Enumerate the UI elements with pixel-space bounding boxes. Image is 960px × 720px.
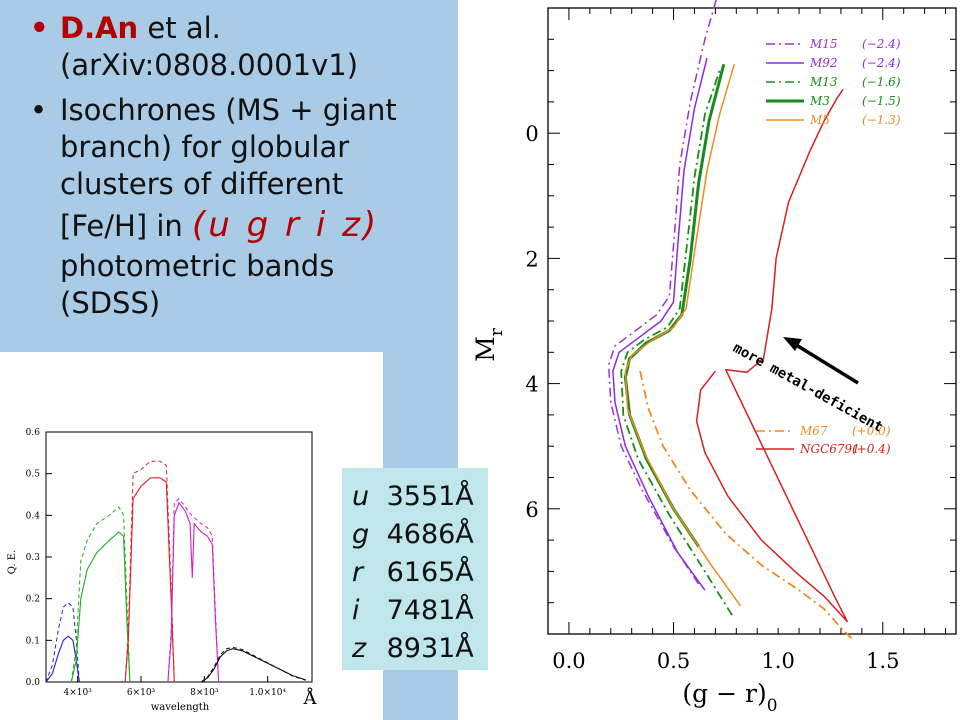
bullet-list: • D.An et al. (arXiv:0808.0001v1) • Isoc… xyxy=(30,10,450,330)
legend-value: (−2.4) xyxy=(862,37,901,51)
band-letter: u xyxy=(352,481,370,512)
bullet-glyph: • xyxy=(30,11,49,45)
inset-y-tick-label: 0.2 xyxy=(26,595,40,605)
y-tick-label: 6 xyxy=(525,498,538,522)
filter-curve-z xyxy=(200,648,306,683)
filter-curve-r xyxy=(124,477,175,683)
y-tick-labels: 0 2 4 6 xyxy=(525,122,538,522)
isochrone-series xyxy=(607,0,855,641)
band-wavelength: 7481Å xyxy=(386,595,474,626)
x-tick-label: 0.0 xyxy=(552,649,585,673)
filter-curve-dashed-g xyxy=(70,506,131,683)
series-line-ngc6791 xyxy=(695,88,848,623)
band-letter: z xyxy=(352,633,367,664)
band-letter: r xyxy=(352,557,364,588)
y-tick-label: 2 xyxy=(525,247,538,271)
metallicity-arrow xyxy=(783,337,859,385)
legend-value: (−2.4) xyxy=(862,56,901,70)
legend-name: M67 xyxy=(799,424,828,438)
band-wavelength: 6165Å xyxy=(386,557,474,588)
legend-value: (−1.6) xyxy=(862,75,901,89)
bullet-item-author: • D.An et al. (arXiv:0808.0001v1) xyxy=(30,10,450,84)
inset-x-axis-label: wavelength xyxy=(151,702,210,713)
bullet-line: photometric bands xyxy=(60,249,335,283)
series-line-m13 xyxy=(620,70,733,616)
angstrom-label: Å xyxy=(303,687,318,709)
band-row-g: g 4686Å xyxy=(352,516,488,554)
author-name: D.An xyxy=(60,11,139,45)
legend-name: M92 xyxy=(809,56,838,70)
bullet-line: D.An et al. xyxy=(60,10,450,47)
legend-value: (−1.5) xyxy=(862,94,901,108)
inset-x-tick-label: 4×10³ xyxy=(64,688,93,698)
band-row-r: r 6165Å xyxy=(352,554,488,592)
bullet-line: branch) for globular xyxy=(60,130,350,164)
series-line-m67 xyxy=(639,370,855,641)
y-tick-label: 0 xyxy=(525,122,538,146)
legend-name: M13 xyxy=(809,75,838,89)
band-row-z: z 8931Å xyxy=(352,630,488,668)
series-line-m5 xyxy=(624,64,742,607)
filter-curve-g xyxy=(70,531,131,683)
legend-metal-rich: M67 (+0.0) NGC6791(+0.4) xyxy=(756,424,891,456)
y-tick-label: 4 xyxy=(525,373,538,397)
axis-ticks xyxy=(547,7,956,635)
x-tick-label: 1.0 xyxy=(761,649,794,673)
filter-curve-dashed-z xyxy=(200,646,306,683)
filter-curves xyxy=(45,460,306,683)
x-tick-label: 0.5 xyxy=(657,649,690,673)
inset-y-tick-label: 0.1 xyxy=(26,636,40,646)
band-row-u: u 3551Å xyxy=(352,478,488,516)
bullet-item-isochrones: • Isochrones (MS + giant branch) for glo… xyxy=(30,92,450,322)
series-line-m3 xyxy=(623,63,726,548)
legend-value: (−1.3) xyxy=(862,113,901,127)
arxiv-reference: (arXiv:0808.0001v1) xyxy=(60,48,359,82)
legend-value: (+0.0) xyxy=(852,424,891,438)
bullet-line: (SDSS) xyxy=(60,286,161,320)
inset-y-tick-label: 0.5 xyxy=(26,470,41,480)
band-wavelength-box: u 3551Å g 4686Å r 6165Å i 7481Å z 8931Å xyxy=(342,468,488,670)
legend-value: (+0.4) xyxy=(852,442,891,456)
band-row-i: i 7481Å xyxy=(352,592,488,630)
filter-curve-i xyxy=(167,501,220,683)
bullet-line: [Fe/H] in (u g r i z) xyxy=(60,203,450,248)
series-line-m92 xyxy=(612,57,708,591)
inset-y-axis-label: Q. E. xyxy=(7,550,18,575)
legend-name: NGC6791 xyxy=(799,442,860,456)
inset-y-tick-label: 0.4 xyxy=(26,511,41,521)
bullet-line: clusters of different xyxy=(60,167,344,201)
inset-x-tick-label: 6×10³ xyxy=(127,688,156,698)
legend-metal-poor: M15 (−2.4) M92 (−2.4) M13 (−1.6) M3 (−1.5) M5 (−1… xyxy=(766,37,901,127)
x-tick-labels: 0.0 0.5 1.0 1.5 xyxy=(552,649,899,673)
inset-x-tick-labels: 4×10³ 6×10³ 8×10³ 1.0×10⁴ xyxy=(64,688,287,698)
author-suffix: et al. xyxy=(138,11,221,45)
band-wavelength: 3551Å xyxy=(386,481,474,512)
bullet-line: Isochrones (MS + giant xyxy=(60,93,397,127)
sdss-filter-response-plot: 0.0 0.1 0.2 0.3 0.4 0.5 0.6 4×10³ 6×10³ 8×10³ 1.0… xyxy=(0,352,383,720)
y-axis-label: Mr xyxy=(471,327,507,362)
inset-y-tick-label: 0.0 xyxy=(26,678,41,688)
band-wavelength: 8931Å xyxy=(386,633,474,664)
ugriz-bands: (u g r i z) xyxy=(192,205,380,245)
band-letter: g xyxy=(352,519,370,550)
inset-y-tick-label: 0.3 xyxy=(26,553,41,563)
bullet-glyph: • xyxy=(30,93,48,127)
filter-curve-dashed-u xyxy=(45,602,80,683)
band-wavelength: 4686Å xyxy=(386,519,474,550)
inset-y-tick-labels: 0.0 0.1 0.2 0.3 0.4 0.5 0.6 xyxy=(26,428,41,688)
legend-name: M5 xyxy=(809,113,830,127)
legend-name: M15 xyxy=(809,37,838,51)
inset-axis-ticks xyxy=(46,431,269,683)
fe-h-label: [Fe/H] in xyxy=(60,209,193,243)
inset-x-tick-label: 8×10³ xyxy=(190,688,219,698)
legend-name: M3 xyxy=(809,94,830,108)
inset-y-tick-label: 0.6 xyxy=(26,428,41,438)
x-tick-label: 1.5 xyxy=(866,649,899,673)
inset-x-tick-label: 1.0×10⁴ xyxy=(249,688,286,698)
band-letter: i xyxy=(352,595,360,626)
x-axis-label: (g − r)0 xyxy=(682,679,777,716)
